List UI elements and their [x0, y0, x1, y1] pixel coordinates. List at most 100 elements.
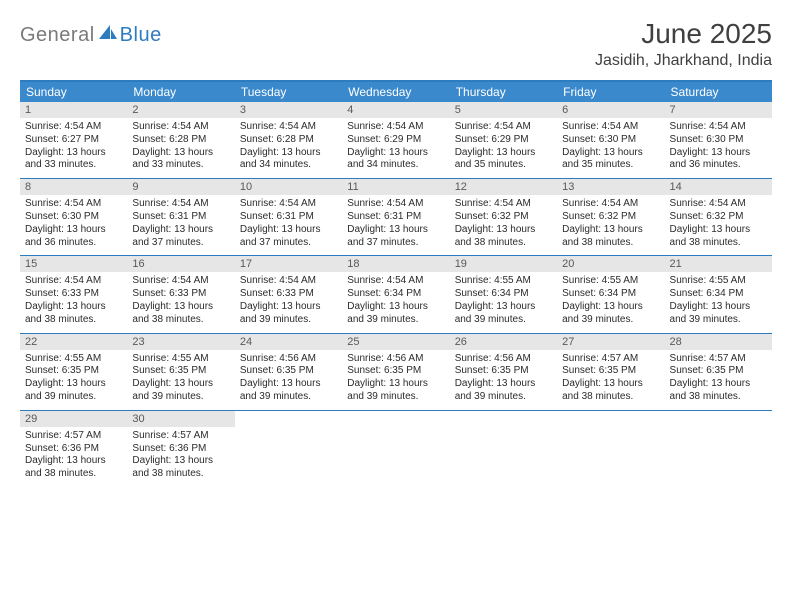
day-body: Sunrise: 4:54 AMSunset: 6:28 PMDaylight:… — [235, 118, 342, 178]
day-number: 15 — [20, 256, 127, 272]
day-body: Sunrise: 4:54 AMSunset: 6:31 PMDaylight:… — [127, 195, 234, 255]
daylight-line: Daylight: 13 hours and 38 minutes. — [132, 301, 229, 327]
sunset-line: Sunset: 6:30 PM — [562, 134, 659, 147]
day-number: 29 — [20, 411, 127, 427]
day-body: Sunrise: 4:54 AMSunset: 6:29 PMDaylight:… — [342, 118, 449, 178]
sunset-line: Sunset: 6:28 PM — [132, 134, 229, 147]
daylight-line: Daylight: 13 hours and 39 minutes. — [25, 378, 122, 404]
daylight-line: Daylight: 13 hours and 33 minutes. — [25, 147, 122, 173]
sunrise-line: Sunrise: 4:54 AM — [347, 198, 444, 211]
daylight-line: Daylight: 13 hours and 33 minutes. — [132, 147, 229, 173]
sunrise-line: Sunrise: 4:57 AM — [132, 430, 229, 443]
day-cell: 6Sunrise: 4:54 AMSunset: 6:30 PMDaylight… — [557, 102, 664, 178]
day-cell: 27Sunrise: 4:57 AMSunset: 6:35 PMDayligh… — [557, 334, 664, 410]
sunrise-line: Sunrise: 4:54 AM — [240, 275, 337, 288]
sunrise-line: Sunrise: 4:54 AM — [455, 198, 552, 211]
sunset-line: Sunset: 6:33 PM — [25, 288, 122, 301]
sunrise-line: Sunrise: 4:54 AM — [347, 275, 444, 288]
daylight-line: Daylight: 13 hours and 37 minutes. — [132, 224, 229, 250]
day-cell — [235, 411, 342, 487]
day-number: 28 — [665, 334, 772, 350]
sunrise-line: Sunrise: 4:54 AM — [240, 121, 337, 134]
daylight-line: Daylight: 13 hours and 39 minutes. — [132, 378, 229, 404]
daylight-line: Daylight: 13 hours and 37 minutes. — [347, 224, 444, 250]
sunrise-line: Sunrise: 4:54 AM — [347, 121, 444, 134]
day-number: 13 — [557, 179, 664, 195]
sunrise-line: Sunrise: 4:54 AM — [455, 121, 552, 134]
logo-sail-icon — [99, 25, 117, 46]
sunrise-line: Sunrise: 4:56 AM — [455, 353, 552, 366]
sunset-line: Sunset: 6:35 PM — [240, 365, 337, 378]
week-row: 1Sunrise: 4:54 AMSunset: 6:27 PMDaylight… — [20, 102, 772, 179]
day-number: 21 — [665, 256, 772, 272]
sunrise-line: Sunrise: 4:54 AM — [240, 198, 337, 211]
sunrise-line: Sunrise: 4:56 AM — [240, 353, 337, 366]
day-body: Sunrise: 4:55 AMSunset: 6:34 PMDaylight:… — [450, 272, 557, 332]
daylight-line: Daylight: 13 hours and 35 minutes. — [562, 147, 659, 173]
day-body: Sunrise: 4:55 AMSunset: 6:34 PMDaylight:… — [557, 272, 664, 332]
day-cell: 4Sunrise: 4:54 AMSunset: 6:29 PMDaylight… — [342, 102, 449, 178]
day-cell: 20Sunrise: 4:55 AMSunset: 6:34 PMDayligh… — [557, 256, 664, 332]
day-cell: 2Sunrise: 4:54 AMSunset: 6:28 PMDaylight… — [127, 102, 234, 178]
dow-cell: Sunday — [20, 82, 127, 102]
sunset-line: Sunset: 6:30 PM — [25, 211, 122, 224]
day-cell: 24Sunrise: 4:56 AMSunset: 6:35 PMDayligh… — [235, 334, 342, 410]
day-cell: 29Sunrise: 4:57 AMSunset: 6:36 PMDayligh… — [20, 411, 127, 487]
day-body: Sunrise: 4:57 AMSunset: 6:35 PMDaylight:… — [665, 350, 772, 410]
sunset-line: Sunset: 6:27 PM — [25, 134, 122, 147]
sunrise-line: Sunrise: 4:54 AM — [25, 121, 122, 134]
day-cell: 1 Sunrise: 4:54 AMSunset: 6:27 PMDaylight… — [20, 102, 127, 178]
sunset-line: Sunset: 6:33 PM — [132, 288, 229, 301]
dow-cell: Tuesday — [235, 82, 342, 102]
day-cell: 7Sunrise: 4:54 AMSunset: 6:30 PMDaylight… — [665, 102, 772, 178]
day-number: 16 — [127, 256, 234, 272]
day-number: 26 — [450, 334, 557, 350]
sunset-line: Sunset: 6:28 PM — [240, 134, 337, 147]
day-number: 22 — [20, 334, 127, 350]
sunset-line: Sunset: 6:35 PM — [347, 365, 444, 378]
day-cell — [342, 411, 449, 487]
day-body: Sunrise: 4:56 AMSunset: 6:35 PMDaylight:… — [450, 350, 557, 410]
day-body — [342, 415, 449, 473]
sunset-line: Sunset: 6:31 PM — [132, 211, 229, 224]
day-cell: 8Sunrise: 4:54 AMSunset: 6:30 PMDaylight… — [20, 179, 127, 255]
sunrise-line: Sunrise: 4:55 AM — [455, 275, 552, 288]
sunset-line: Sunset: 6:32 PM — [562, 211, 659, 224]
sunrise-line: Sunrise: 4:54 AM — [562, 198, 659, 211]
day-body: Sunrise: 4:57 AMSunset: 6:35 PMDaylight:… — [557, 350, 664, 410]
day-body: Sunrise: 4:54 AMSunset: 6:32 PMDaylight:… — [557, 195, 664, 255]
day-body — [235, 415, 342, 473]
sunset-line: Sunset: 6:29 PM — [347, 134, 444, 147]
location: Jasidih, Jharkhand, India — [595, 52, 772, 70]
day-body: Sunrise: 4:54 AMSunset: 6:33 PMDaylight:… — [127, 272, 234, 332]
sunset-line: Sunset: 6:36 PM — [132, 443, 229, 456]
sunrise-line: Sunrise: 4:56 AM — [347, 353, 444, 366]
week-row: 29Sunrise: 4:57 AMSunset: 6:36 PMDayligh… — [20, 411, 772, 487]
daylight-line: Daylight: 13 hours and 34 minutes. — [347, 147, 444, 173]
day-of-week-row: SundayMondayTuesdayWednesdayThursdayFrid… — [20, 82, 772, 102]
day-number: 25 — [342, 334, 449, 350]
day-cell: 15Sunrise: 4:54 AMSunset: 6:33 PMDayligh… — [20, 256, 127, 332]
day-cell — [557, 411, 664, 487]
day-body: Sunrise: 4:55 AMSunset: 6:35 PMDaylight:… — [127, 350, 234, 410]
day-body: Sunrise: 4:54 AMSunset: 6:34 PMDaylight:… — [342, 272, 449, 332]
calendar-page: General Blue June 2025 Jasidih, Jharkhan… — [0, 0, 792, 505]
day-cell: 11Sunrise: 4:54 AMSunset: 6:31 PMDayligh… — [342, 179, 449, 255]
sunset-line: Sunset: 6:34 PM — [347, 288, 444, 301]
day-cell: 30Sunrise: 4:57 AMSunset: 6:36 PMDayligh… — [127, 411, 234, 487]
day-number: 1 — [20, 102, 127, 118]
day-number: 3 — [235, 102, 342, 118]
day-number: 5 — [450, 102, 557, 118]
daylight-line: Daylight: 13 hours and 39 minutes. — [347, 378, 444, 404]
title-block: June 2025 Jasidih, Jharkhand, India — [595, 18, 772, 70]
day-body: Sunrise: 4:54 AMSunset: 6:30 PMDaylight:… — [665, 118, 772, 178]
sunrise-line: Sunrise: 4:55 AM — [562, 275, 659, 288]
day-cell: 19Sunrise: 4:55 AMSunset: 6:34 PMDayligh… — [450, 256, 557, 332]
sunrise-line: Sunrise: 4:57 AM — [25, 430, 122, 443]
day-number: 24 — [235, 334, 342, 350]
day-body: Sunrise: 4:55 AMSunset: 6:35 PMDaylight:… — [20, 350, 127, 410]
logo-text-general: General — [20, 24, 95, 47]
daylight-line: Daylight: 13 hours and 38 minutes. — [562, 378, 659, 404]
day-body: Sunrise: 4:54 AMSunset: 6:28 PMDaylight:… — [127, 118, 234, 178]
daylight-line: Daylight: 13 hours and 34 minutes. — [240, 147, 337, 173]
